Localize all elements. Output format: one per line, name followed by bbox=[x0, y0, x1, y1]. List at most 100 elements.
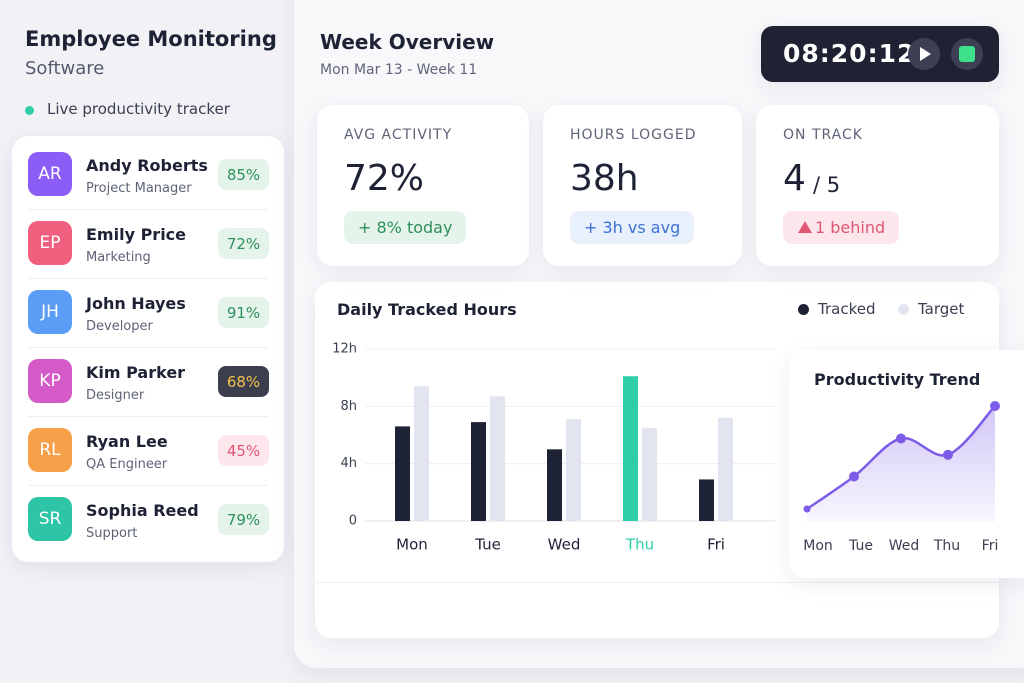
employee-name: Kim Parker bbox=[86, 363, 186, 382]
score-badge: 85% bbox=[218, 159, 269, 190]
employee-row[interactable]: RL Ryan Lee QA Engineer 45% bbox=[12, 416, 284, 485]
employee-name: Sophia Reed bbox=[86, 501, 199, 520]
employee-row[interactable]: AR Andy Roberts Project Manager 85% bbox=[12, 140, 284, 209]
bar bbox=[642, 427, 657, 521]
play-icon bbox=[920, 47, 931, 61]
timer: 08:20:12 bbox=[783, 39, 916, 68]
employee-role: Project Manager bbox=[86, 181, 192, 196]
employee-role: Designer bbox=[86, 388, 145, 403]
score-badge: 91% bbox=[218, 297, 269, 328]
score-badge: 79% bbox=[218, 504, 269, 535]
point bbox=[943, 449, 953, 460]
alert-icon bbox=[798, 221, 812, 233]
employee-name: Emily Price bbox=[86, 225, 187, 244]
stat-label: HOURS LOGGED bbox=[570, 127, 697, 143]
avatar: SR bbox=[28, 497, 72, 541]
stat-delta: + 8% today bbox=[344, 211, 467, 244]
x-tick-label: Mon bbox=[396, 536, 428, 554]
bar bbox=[718, 417, 733, 521]
y-tick-label: 0 bbox=[349, 514, 357, 529]
stop-icon bbox=[959, 46, 975, 62]
play-button[interactable] bbox=[908, 38, 940, 70]
avatar: KP bbox=[28, 359, 72, 403]
trend-title: Productivity Trend bbox=[814, 370, 981, 389]
y-tick-label: 8h bbox=[340, 399, 357, 414]
daily-chart-card: Daily Tracked Hours 0 4h 8h 12h Mon Tue Wed Thu… bbox=[315, 282, 999, 638]
x-tick-label: Wed bbox=[548, 536, 581, 554]
employee-row[interactable]: EP Emily Price Marketing 72% bbox=[12, 209, 284, 278]
panel-title: Week Overview bbox=[320, 30, 495, 54]
bar bbox=[699, 479, 714, 521]
bar-chart: 0 4h 8h 12h Mon Tue Wed Thu Fri bbox=[332, 342, 775, 554]
x-tick-label: Wed bbox=[889, 538, 920, 554]
avatar: RL bbox=[28, 428, 72, 472]
bar bbox=[414, 386, 429, 521]
score-badge: 68% bbox=[218, 366, 269, 397]
stat-suffix: / 5 bbox=[813, 173, 841, 197]
x-tick-label: Fri bbox=[707, 536, 725, 554]
legend-swatch bbox=[898, 304, 909, 315]
status-text: Live productivity tracker bbox=[47, 100, 230, 118]
score-badge: 72% bbox=[218, 228, 269, 259]
row-divider bbox=[28, 416, 268, 417]
avatar: AR bbox=[28, 152, 72, 196]
x-tick-label: Fri bbox=[982, 538, 999, 554]
stat-delta: + 3h vs avg bbox=[570, 211, 695, 244]
stat-value: 72% bbox=[344, 158, 425, 199]
bar bbox=[395, 426, 410, 521]
avatar: JH bbox=[28, 290, 72, 334]
employee-row[interactable]: JH John Hayes Developer 91% bbox=[12, 278, 284, 347]
y-tick-label: 4h bbox=[340, 456, 357, 471]
app-subtitle: Software bbox=[25, 58, 105, 79]
employee-row[interactable]: SR Sophia Reed Support 79% bbox=[12, 485, 284, 554]
bar bbox=[471, 422, 486, 521]
bar bbox=[490, 396, 505, 521]
employee-name: John Hayes bbox=[86, 294, 186, 313]
employee-role: QA Engineer bbox=[86, 457, 168, 472]
divider bbox=[315, 582, 999, 583]
stat-card: HOURS LOGGED 38h + 3h vs avg bbox=[543, 105, 742, 266]
employee-row[interactable]: KP Kim Parker Designer 68% bbox=[12, 347, 284, 416]
row-divider bbox=[28, 485, 268, 486]
row-divider bbox=[28, 209, 268, 210]
row-divider bbox=[28, 347, 268, 348]
timer-box: 08:20:12 bbox=[761, 26, 999, 82]
x-tick-label: Tue bbox=[848, 538, 873, 554]
live-dot bbox=[25, 106, 34, 115]
panel-subtitle: Mon Mar 13 - Week 11 bbox=[320, 62, 478, 78]
stat-label: AVG ACTIVITY bbox=[344, 127, 453, 143]
bar bbox=[547, 449, 562, 521]
line-chart: Mon Tue Wed Thu Fri bbox=[803, 401, 1000, 554]
stat-label: ON TRACK bbox=[783, 127, 863, 143]
score-badge: 45% bbox=[218, 435, 269, 466]
x-tick-label: Tue bbox=[474, 536, 501, 554]
bar bbox=[566, 419, 581, 521]
row-divider bbox=[28, 278, 268, 279]
point bbox=[803, 505, 811, 513]
app-title: Employee Monitoring bbox=[25, 27, 277, 51]
x-tick-label: Thu bbox=[933, 538, 960, 554]
employee-name: Ryan Lee bbox=[86, 432, 168, 451]
legend-label: Tracked bbox=[818, 300, 876, 318]
x-tick-label: Mon bbox=[803, 538, 833, 554]
bar bbox=[623, 376, 638, 521]
employee-name: Andy Roberts bbox=[86, 156, 208, 175]
avatar: EP bbox=[28, 221, 72, 265]
stat-value: 4 bbox=[783, 158, 806, 199]
legend-label: Target bbox=[918, 300, 965, 318]
stop-button[interactable] bbox=[951, 38, 983, 70]
point bbox=[990, 401, 1000, 411]
employee-role: Developer bbox=[86, 319, 153, 334]
trend-card: Productivity Trend Mon Tue Wed Thu Fri bbox=[789, 350, 1024, 578]
employee-list: AR Andy Roberts Project Manager 85% EP Emily … bbox=[12, 136, 284, 562]
employee-role: Marketing bbox=[86, 250, 151, 265]
stat-card: AVG ACTIVITY 72% + 8% today bbox=[317, 105, 529, 266]
area bbox=[807, 406, 995, 522]
legend-swatch bbox=[798, 304, 809, 315]
chart-title: Daily Tracked Hours bbox=[337, 300, 517, 319]
point bbox=[896, 433, 906, 444]
x-tick-label: Thu bbox=[625, 536, 654, 554]
stat-value: 38h bbox=[570, 158, 639, 199]
